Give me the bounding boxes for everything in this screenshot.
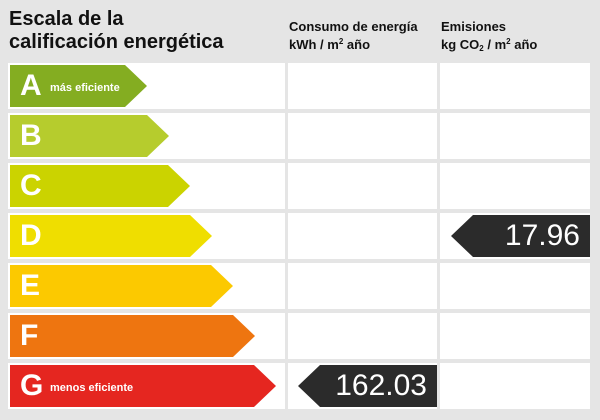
rating-cell: C xyxy=(8,163,285,209)
rating-cell: D xyxy=(8,213,285,259)
consumo-cell xyxy=(288,213,437,259)
page-title: Escala de la calificación energética xyxy=(9,8,224,54)
rating-letter: E xyxy=(20,269,41,302)
rating-arrow-b: B xyxy=(10,115,169,157)
rating-letter: G xyxy=(20,369,44,402)
title-line-2: calificación energética xyxy=(9,31,224,53)
rating-row-f: F xyxy=(0,313,600,359)
emisiones-column-header: Emisiones kg CO2 / m2 año xyxy=(441,18,537,54)
consumo-cell xyxy=(288,163,437,209)
emisiones-cell xyxy=(440,313,590,359)
rating-arrow-c: C xyxy=(10,165,190,207)
consumo-column-header: Consumo de energía kWh / m2 año xyxy=(289,18,418,54)
emisiones-cell xyxy=(440,263,590,309)
rating-arrow-e: E xyxy=(10,265,233,307)
rating-arrow-f: F xyxy=(10,315,255,357)
rating-letter: B xyxy=(20,119,42,152)
rating-note: menos eficiente xyxy=(50,382,134,394)
emisiones-value: 17.96 xyxy=(504,219,580,252)
consumo-cell xyxy=(288,113,437,159)
emisiones-cell xyxy=(440,113,590,159)
rating-cell: B xyxy=(8,113,285,159)
consumo-header-title: Consumo de energía xyxy=(289,19,418,34)
title-line-1: Escala de la xyxy=(9,8,124,30)
consumo-value-marker: 162.03 xyxy=(298,365,437,407)
consumo-cell xyxy=(288,263,437,309)
consumo-header-unit: kWh / m2 año xyxy=(289,37,371,52)
rating-arrow-d: D xyxy=(10,215,212,257)
rating-row-e: E xyxy=(0,263,600,309)
rating-row-d: D 17.96 xyxy=(0,213,600,259)
emisiones-header-unit: kg CO2 / m2 año xyxy=(441,37,538,53)
consumo-cell xyxy=(288,313,437,359)
consumo-cell xyxy=(288,63,437,109)
rating-row-b: B xyxy=(0,113,600,159)
consumo-value: 162.03 xyxy=(335,369,427,402)
consumo-cell: 162.03 xyxy=(288,363,437,409)
emisiones-header-title: Emisiones xyxy=(441,19,507,34)
emisiones-cell xyxy=(440,63,590,109)
emisiones-cell xyxy=(440,363,590,409)
rating-note: más eficiente xyxy=(50,82,120,94)
rating-letter: D xyxy=(20,219,42,252)
emisiones-value-marker: 17.96 xyxy=(451,215,590,257)
rating-cell: F xyxy=(8,313,285,359)
emisiones-cell: 17.96 xyxy=(440,213,590,259)
emisiones-cell xyxy=(440,163,590,209)
rating-letter: C xyxy=(20,169,42,202)
rating-letter: F xyxy=(20,319,39,352)
rating-row-c: C xyxy=(0,163,600,209)
rating-cell: E xyxy=(8,263,285,309)
rating-letter: A xyxy=(20,69,42,102)
